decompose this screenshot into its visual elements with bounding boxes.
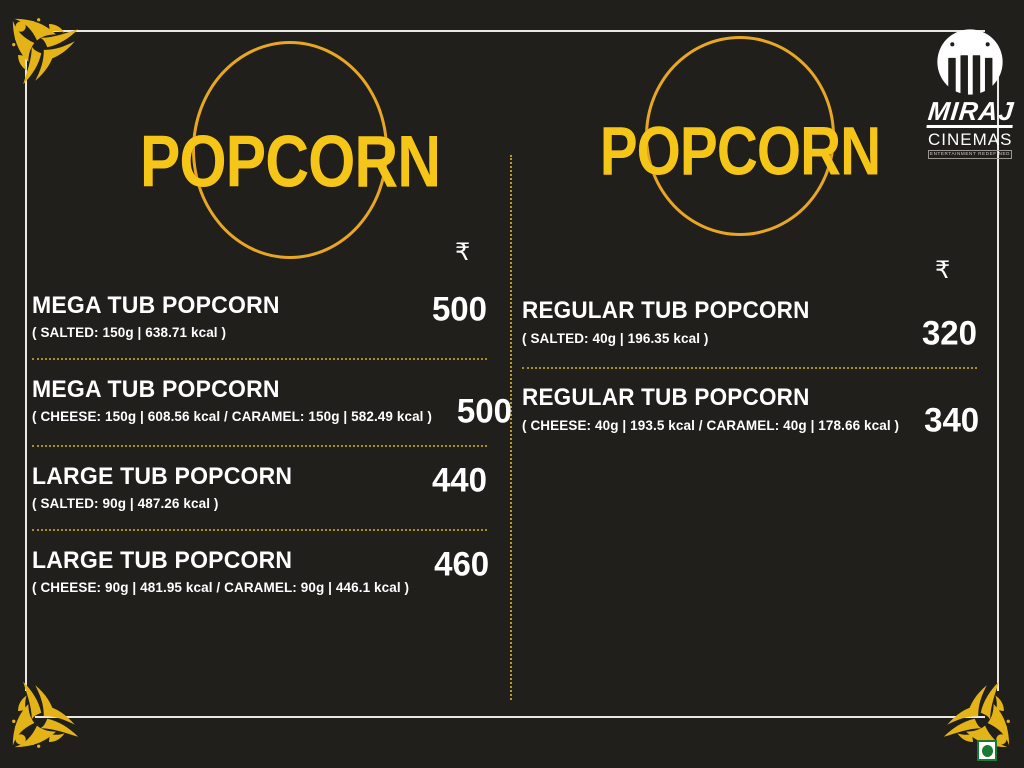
menu-item-row[interactable]: REGULAR TUB POPCORN ( SALTED: 40g | 196.…	[522, 298, 977, 352]
miraj-cinemas-logo: MIRAJ CINEMAS ENTERTAINMENT REDEFINED	[926, 28, 1016, 176]
menu-item-text: REGULAR TUB POPCORN ( CHEESE: 40g | 193.…	[522, 385, 909, 433]
menu-item-description: ( SALTED: 150g | 638.71 kcal )	[32, 325, 227, 341]
corner-ornament-bottom-right	[930, 668, 1016, 754]
column-divider	[510, 155, 512, 700]
menu-item-price: 500	[456, 391, 512, 431]
popcorn-title-right: POPCORN	[599, 113, 882, 190]
corner-ornament-top-left	[6, 12, 92, 98]
menu-item-text: LARGE TUB POPCORN ( SALTED: 90g | 487.26…	[32, 463, 417, 511]
menu-item-name: REGULAR TUB POPCORN	[522, 383, 810, 411]
logo-tagline: ENTERTAINMENT REDEFINED	[928, 150, 1012, 159]
vegetarian-mark-icon	[977, 740, 997, 761]
menu-column-right: REGULAR TUB POPCORN ( SALTED: 40g | 196.…	[522, 298, 980, 439]
popcorn-header-right: POPCORN	[575, 30, 905, 270]
menu-item-row[interactable]: REGULAR TUB POPCORN ( CHEESE: 40g | 193.…	[522, 385, 980, 439]
menu-item-price: 500	[431, 289, 487, 328]
menu-item-name: MEGA TUB POPCORN	[32, 290, 280, 319]
menu-item-text: MEGA TUB POPCORN ( SALTED: 150g | 638.71…	[32, 292, 417, 340]
popcorn-title-left: POPCORN	[139, 121, 441, 204]
menu-item-price: 340	[924, 400, 980, 439]
menu-item-row[interactable]: LARGE TUB POPCORN ( SALTED: 90g | 487.26…	[32, 460, 487, 511]
menu-item-description: ( SALTED: 90g | 487.26 kcal )	[32, 496, 219, 512]
frame-top-line	[35, 30, 985, 32]
frame-left-line	[25, 55, 27, 691]
item-separator	[32, 445, 487, 448]
menu-item-description: ( SALTED: 40g | 196.35 kcal )	[522, 330, 709, 346]
menu-item-text: REGULAR TUB POPCORN ( SALTED: 40g | 196.…	[522, 298, 907, 346]
logo-brand-name: MIRAJ	[926, 96, 1016, 128]
oval-ring-left	[192, 41, 388, 259]
menu-item-name: LARGE TUB POPCORN	[32, 462, 293, 490]
item-separator	[32, 358, 487, 361]
menu-item-row[interactable]: LARGE TUB POPCORN ( CHEESE: 90g | 481.95…	[32, 544, 490, 595]
menu-item-price: 440	[431, 460, 487, 500]
menu-item-price: 320	[921, 313, 977, 352]
corner-ornament-bottom-left	[6, 668, 92, 754]
item-separator	[32, 529, 487, 532]
menu-item-text: MEGA TUB POPCORN ( CHEESE: 150g | 608.56…	[32, 376, 442, 424]
projector-circle-icon	[936, 28, 1004, 96]
menu-column-left: MEGA TUB POPCORN ( SALTED: 150g | 638.71…	[32, 289, 512, 595]
logo-brand-subtitle: CINEMAS	[928, 130, 1013, 149]
menu-item-name: REGULAR TUB POPCORN	[522, 296, 810, 324]
item-separator	[522, 367, 977, 369]
menu-item-description: ( CHEESE: 90g | 481.95 kcal / CARAMEL: 9…	[32, 580, 410, 596]
rupee-symbol-right: ₹	[935, 257, 951, 284]
menu-item-price: 460	[434, 544, 490, 584]
menu-item-text: LARGE TUB POPCORN ( CHEESE: 90g | 481.95…	[32, 547, 419, 595]
vegetarian-dot	[981, 744, 993, 757]
menu-item-name: MEGA TUB POPCORN	[32, 375, 280, 403]
menu-item-row[interactable]: MEGA TUB POPCORN ( CHEESE: 150g | 608.56…	[32, 376, 512, 428]
frame-bottom-line	[35, 716, 985, 718]
menu-item-row[interactable]: MEGA TUB POPCORN ( SALTED: 150g | 638.71…	[32, 289, 487, 340]
frame-right-line	[997, 55, 999, 691]
oval-ring-right	[645, 36, 835, 236]
popcorn-header-left: POPCORN	[125, 35, 455, 275]
menu-item-description: ( CHEESE: 40g | 193.5 kcal / CARAMEL: 40…	[522, 417, 900, 433]
menu-item-description: ( CHEESE: 150g | 608.56 kcal / CARAMEL: …	[32, 409, 432, 425]
rupee-symbol-left: ₹	[455, 239, 471, 266]
menu-item-name: LARGE TUB POPCORN	[32, 546, 293, 574]
